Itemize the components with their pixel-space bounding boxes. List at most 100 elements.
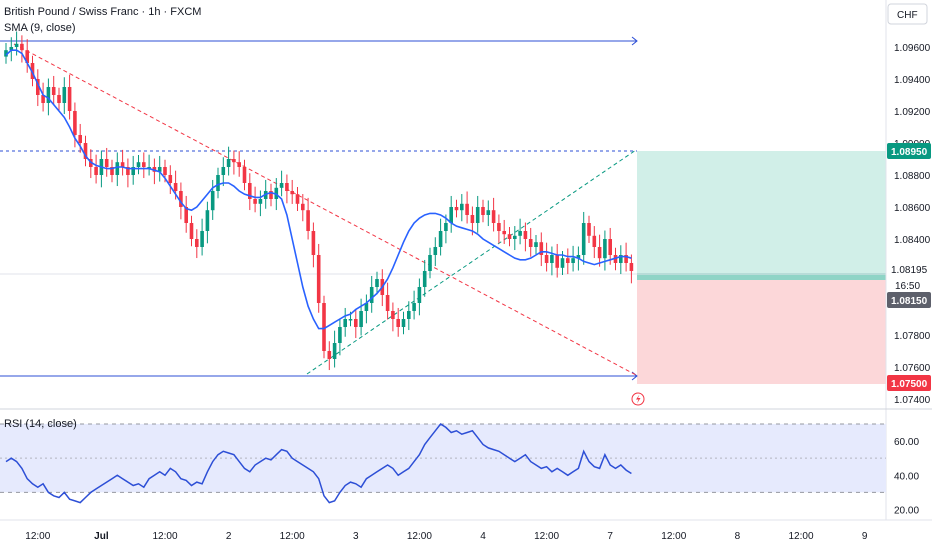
candle[interactable] xyxy=(83,143,88,159)
candle[interactable] xyxy=(608,239,612,255)
candle[interactable] xyxy=(486,210,491,215)
candle[interactable] xyxy=(168,175,173,183)
candle[interactable] xyxy=(581,223,586,255)
candle[interactable] xyxy=(528,239,533,247)
candle[interactable] xyxy=(348,319,353,321)
candle[interactable] xyxy=(560,258,565,268)
candle[interactable] xyxy=(253,199,257,204)
candle[interactable] xyxy=(444,223,448,231)
candle[interactable] xyxy=(438,231,443,247)
candle[interactable] xyxy=(491,210,496,223)
candle[interactable] xyxy=(550,255,554,263)
candle[interactable] xyxy=(131,167,135,175)
candle[interactable] xyxy=(624,255,628,263)
candle[interactable] xyxy=(412,303,416,311)
candle[interactable] xyxy=(248,183,252,199)
candle[interactable] xyxy=(449,207,453,223)
candle[interactable] xyxy=(195,239,199,247)
candle[interactable] xyxy=(433,247,438,255)
candle[interactable] xyxy=(502,231,506,235)
candle[interactable] xyxy=(311,231,316,255)
candle[interactable] xyxy=(237,162,241,167)
candle[interactable] xyxy=(179,191,183,207)
candle[interactable] xyxy=(481,207,485,215)
candle[interactable] xyxy=(401,319,406,327)
candle[interactable] xyxy=(428,255,432,271)
candle[interactable] xyxy=(391,311,395,319)
candle[interactable] xyxy=(629,263,634,271)
candle[interactable] xyxy=(258,199,263,204)
candle[interactable] xyxy=(57,95,61,103)
candle[interactable] xyxy=(210,191,215,211)
downtrend-line[interactable] xyxy=(13,43,637,376)
candle[interactable] xyxy=(290,191,294,195)
price-tag-last[interactable] xyxy=(886,260,932,278)
candle[interactable] xyxy=(285,183,289,191)
candle[interactable] xyxy=(327,351,332,359)
candle[interactable] xyxy=(120,162,125,167)
candle[interactable] xyxy=(592,235,597,247)
candle[interactable] xyxy=(338,327,342,343)
candle[interactable] xyxy=(343,319,347,327)
candle[interactable] xyxy=(157,167,162,172)
candle[interactable] xyxy=(619,255,623,263)
candle[interactable] xyxy=(316,255,321,303)
candle[interactable] xyxy=(279,183,284,188)
candle[interactable] xyxy=(566,258,570,263)
candle[interactable] xyxy=(110,167,114,175)
candle[interactable] xyxy=(417,287,422,303)
candle[interactable] xyxy=(216,175,220,191)
candle[interactable] xyxy=(25,50,29,63)
candle[interactable] xyxy=(518,231,522,236)
candle[interactable] xyxy=(576,255,581,259)
candle[interactable] xyxy=(354,319,358,327)
candle[interactable] xyxy=(332,343,337,359)
candle[interactable] xyxy=(364,303,369,311)
candle[interactable] xyxy=(523,231,528,239)
candle[interactable] xyxy=(9,47,14,51)
candle[interactable] xyxy=(465,203,469,215)
candle[interactable] xyxy=(226,159,231,167)
candle[interactable] xyxy=(115,162,120,175)
candle[interactable] xyxy=(534,242,538,247)
rsi-axis[interactable]: 60.00 40.00 20.00 xyxy=(894,437,919,516)
price-tag-stop[interactable] xyxy=(887,375,931,391)
candle[interactable] xyxy=(422,271,427,287)
sma-line[interactable] xyxy=(5,49,632,330)
price-tag-target[interactable] xyxy=(887,143,931,159)
uptrend-line[interactable] xyxy=(306,149,637,375)
candle[interactable] xyxy=(375,279,379,287)
candle[interactable] xyxy=(597,247,602,259)
candle[interactable] xyxy=(369,287,374,303)
candle[interactable] xyxy=(62,87,67,103)
candle[interactable] xyxy=(104,159,109,167)
candle[interactable] xyxy=(184,207,188,223)
candle[interactable] xyxy=(475,207,480,223)
candle[interactable] xyxy=(189,223,194,239)
candle[interactable] xyxy=(295,194,300,204)
candle[interactable] xyxy=(306,210,310,231)
candle[interactable] xyxy=(94,167,98,175)
candle[interactable] xyxy=(173,183,178,191)
candle[interactable] xyxy=(51,87,56,95)
candle[interactable] xyxy=(396,319,400,327)
candle[interactable] xyxy=(163,167,167,175)
candle[interactable] xyxy=(407,311,411,319)
candle[interactable] xyxy=(460,203,464,211)
candle[interactable] xyxy=(78,135,82,143)
candle[interactable] xyxy=(126,167,130,175)
candle[interactable] xyxy=(497,223,501,231)
candle[interactable] xyxy=(221,167,226,175)
candle[interactable] xyxy=(603,239,607,259)
candle[interactable] xyxy=(507,234,512,239)
candle[interactable] xyxy=(470,215,475,223)
lightning-icon[interactable] xyxy=(631,392,645,406)
candle[interactable] xyxy=(142,162,146,167)
rsi-line[interactable] xyxy=(5,422,632,504)
candle[interactable] xyxy=(36,79,40,95)
candle[interactable] xyxy=(544,255,549,263)
price-tag-entry[interactable] xyxy=(887,292,931,308)
candle[interactable] xyxy=(20,43,24,51)
candle[interactable] xyxy=(41,95,45,103)
